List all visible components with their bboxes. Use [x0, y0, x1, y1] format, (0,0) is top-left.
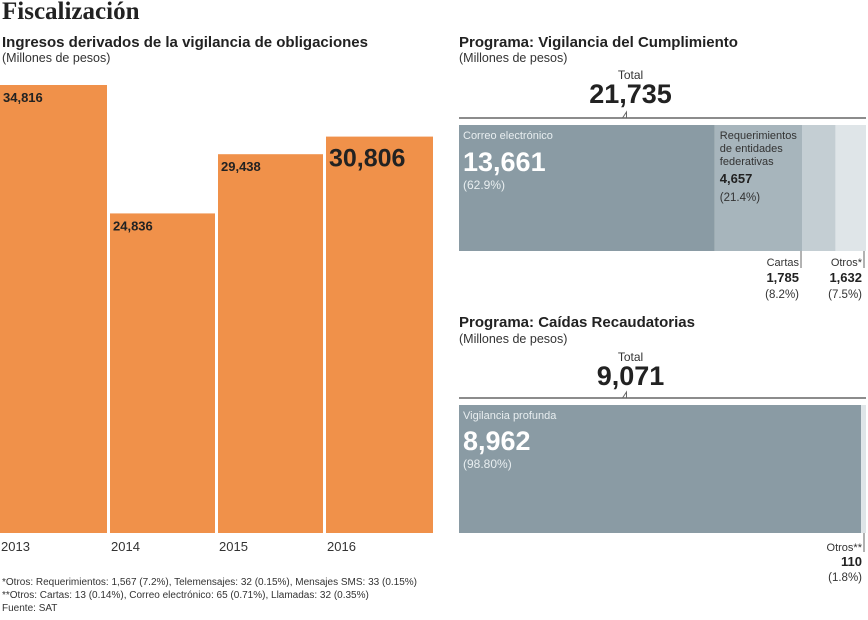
segment-name: Vigilancia profunda — [463, 410, 557, 422]
segment-requerimientos-de-entidades-federativas — [714, 125, 803, 251]
footnote-1: *Otros: Requerimientos: 1,567 (7.2%), Te… — [2, 577, 418, 588]
segment-name-line: Requerimientos — [720, 130, 798, 142]
segment-pct: (21.4%) — [720, 192, 760, 204]
bar-2014 — [110, 213, 215, 533]
x-tick-label: 2013 — [1, 539, 30, 554]
segment-value: 8,962 — [463, 426, 531, 456]
total-label: Total — [618, 350, 643, 364]
segment-pct: (8.2%) — [765, 289, 799, 301]
segment-value: 13,661 — [463, 147, 546, 177]
segment-name: Cartas — [767, 257, 800, 269]
bar-value-label: 24,836 — [113, 218, 153, 233]
total-label: Total — [618, 68, 643, 82]
bar-2015 — [218, 154, 323, 533]
segment-name: Otros* — [831, 257, 863, 269]
segment-name: Otros** — [827, 542, 863, 554]
segment-name: Correo electrónico — [463, 130, 553, 142]
segment-value: 110 — [841, 554, 862, 569]
segment-value: 4,657 — [720, 171, 753, 186]
segment-name-line: de entidades — [720, 143, 783, 155]
bar-chart-title: Ingresos derivados de la vigilancia de o… — [2, 34, 368, 51]
bar-2016 — [326, 136, 433, 534]
segment-cartas — [802, 125, 836, 251]
segment-pct: (62.9%) — [463, 178, 505, 192]
segment-pct: (1.8%) — [828, 572, 862, 584]
x-tick-label: 2014 — [111, 539, 140, 554]
segment-value: 1,785 — [766, 270, 799, 285]
segment-otros- — [835, 125, 866, 251]
total-value: 9,071 — [597, 361, 665, 391]
main-title: Fiscalización — [2, 0, 140, 25]
segment-correo-electr-nico — [459, 125, 715, 251]
bar-2013 — [0, 85, 107, 533]
segment-otros- — [861, 405, 866, 533]
total-break-mark — [622, 390, 627, 399]
cr-subtitle: (Millones de pesos) — [459, 332, 568, 346]
segment-vigilancia-profunda — [459, 405, 862, 533]
bar-chart-subtitle: (Millones de pesos) — [2, 51, 111, 65]
vc-subtitle: (Millones de pesos) — [459, 51, 568, 65]
segment-value: 1,632 — [829, 270, 862, 285]
segment-name-line: federativas — [720, 156, 774, 168]
x-tick-label: 2016 — [327, 539, 356, 554]
total-break-mark — [622, 110, 627, 119]
source-note: Fuente: SAT — [2, 603, 58, 614]
segment-pct: (98.80%) — [463, 457, 512, 471]
vc-title: Programa: Vigilancia del Cumplimiento — [459, 34, 738, 51]
bar-value-label: 34,816 — [3, 90, 43, 105]
footnote-2: **Otros: Cartas: 13 (0.14%), Correo elec… — [2, 590, 369, 601]
segment-pct: (7.5%) — [828, 289, 862, 301]
total-value: 21,735 — [589, 79, 672, 109]
bar-value-label: 30,806 — [329, 145, 405, 173]
cr-title: Programa: Caídas Recaudatorias — [459, 314, 695, 331]
x-tick-label: 2015 — [219, 539, 248, 554]
bar-value-label: 29,438 — [221, 159, 261, 174]
